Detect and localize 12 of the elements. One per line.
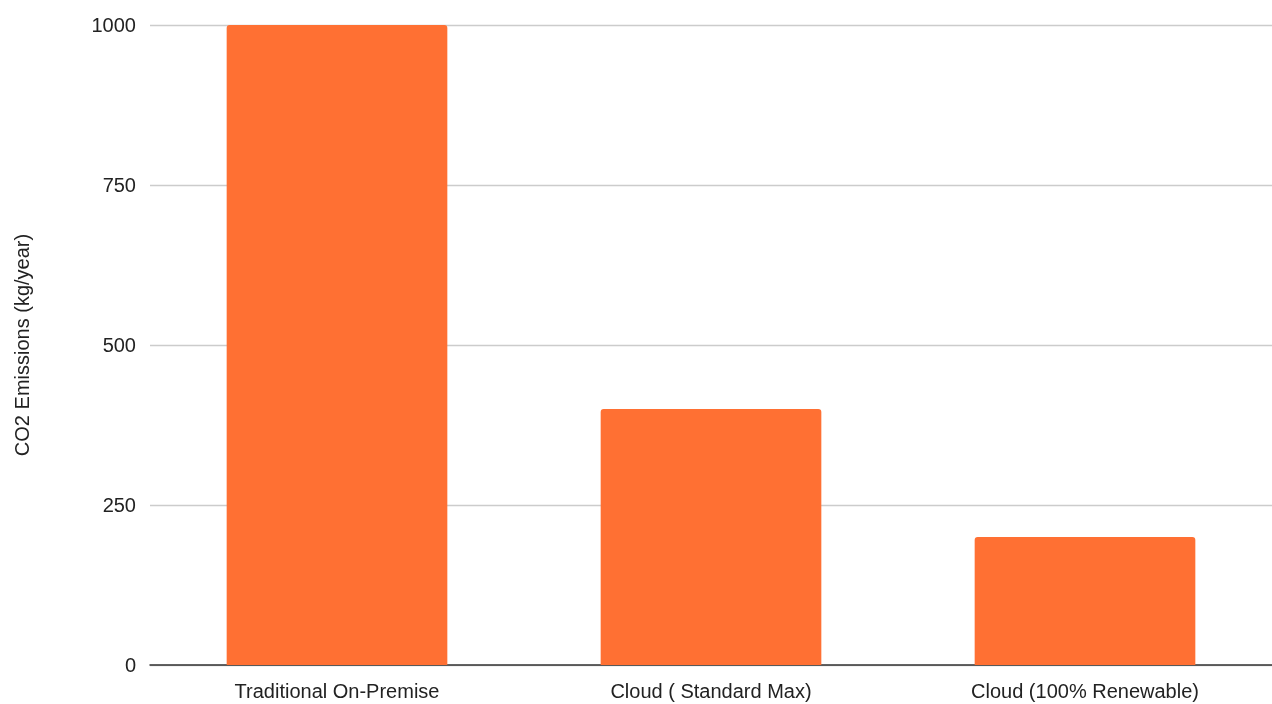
- x-tick-label: Cloud (100% Renewable): [971, 680, 1199, 702]
- bar: [974, 537, 1196, 665]
- bar: [226, 25, 448, 665]
- y-tick-label: 1000: [91, 14, 136, 36]
- bar: [600, 409, 822, 665]
- y-tick-label: 500: [102, 334, 136, 356]
- y-tick-label: 750: [102, 174, 136, 196]
- y-axis-title: CO2 Emissions (kg/year): [11, 233, 33, 457]
- y-tick-label: 250: [102, 494, 136, 516]
- x-tick-label: Traditional On-Premise: [234, 680, 440, 702]
- y-tick-label: 0: [124, 654, 136, 676]
- x-tick-label: Cloud ( Standard Max): [610, 680, 812, 702]
